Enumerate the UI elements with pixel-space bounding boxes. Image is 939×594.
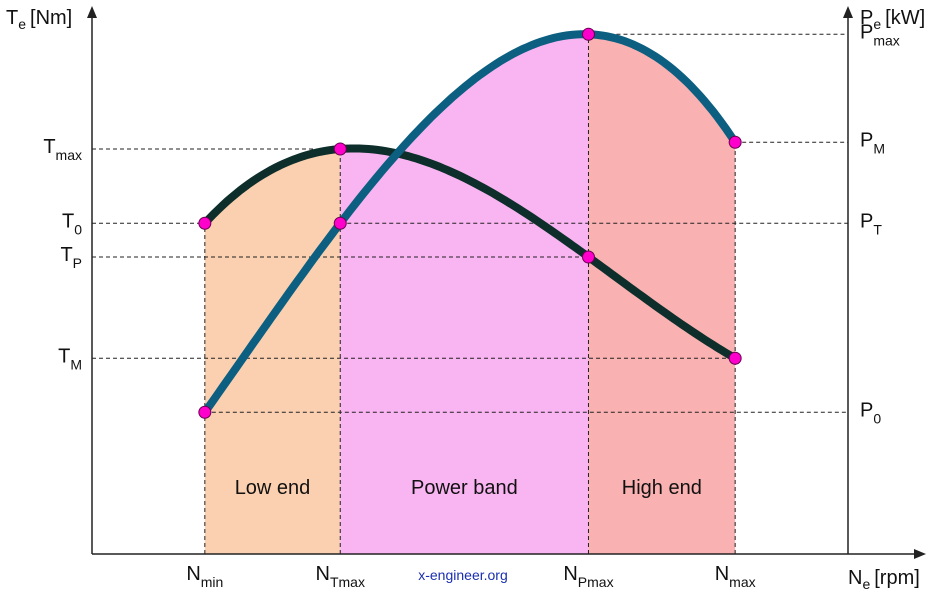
torque-point — [728, 351, 742, 365]
markers-layer — [198, 27, 742, 419]
torque-tick-label: Tmax — [43, 136, 82, 163]
curves-layer — [200, 30, 740, 417]
guide-lines-layer — [92, 33, 848, 554]
power-point — [581, 27, 595, 41]
torque-curve — [200, 144, 740, 363]
right-axis-label: Pe [kW] — [860, 7, 925, 32]
power-tick-label: Pmax — [860, 21, 900, 48]
left-y-axis-arrow — [87, 6, 97, 18]
power-curve — [200, 30, 740, 417]
region-label: Low end — [235, 477, 311, 499]
power-point — [198, 405, 212, 419]
credit-text: x-engineer.org — [418, 567, 508, 583]
right-y-axis-arrow — [843, 6, 853, 18]
labels-layer: Te [Nm] Pe [kW] Ne [rpm] x-engineer.org — [6, 7, 925, 592]
x-tick-label: Nmax — [715, 563, 756, 590]
x-tick-label: Nmin — [186, 563, 223, 590]
torque-point — [333, 142, 347, 156]
region-power-band — [340, 34, 589, 554]
region-high-end — [588, 34, 736, 555]
torque-tick-label: T0 — [62, 210, 82, 237]
power-point — [333, 216, 347, 230]
tick-labels-layer: Nmin NTmax NPmax Nmax Tmax T0 TP TM Pmax PM PT P0 — [43, 21, 899, 590]
torque-point — [198, 216, 212, 230]
region-label: Power band — [411, 477, 518, 499]
region-label: High end — [622, 477, 702, 499]
power-tick-label: P0 — [860, 399, 881, 426]
x-axis-arrow — [914, 549, 926, 559]
axes-layer — [87, 6, 926, 559]
region-low-end — [204, 149, 341, 554]
power-tick-label: PM — [860, 129, 885, 156]
x-tick-label: NPmax — [563, 563, 613, 590]
left-axis-label: Te [Nm] — [6, 7, 72, 32]
torque-tick-label: TM — [58, 345, 82, 372]
power-tick-label: PT — [860, 210, 882, 237]
regions-layer: Low end Power band High end — [204, 34, 736, 555]
power-point — [728, 135, 742, 149]
torque-point — [581, 250, 595, 264]
torque-tick-label: TP — [60, 244, 82, 271]
x-tick-label: NTmax — [316, 563, 365, 590]
x-axis-label: Ne [rpm] — [848, 567, 920, 592]
